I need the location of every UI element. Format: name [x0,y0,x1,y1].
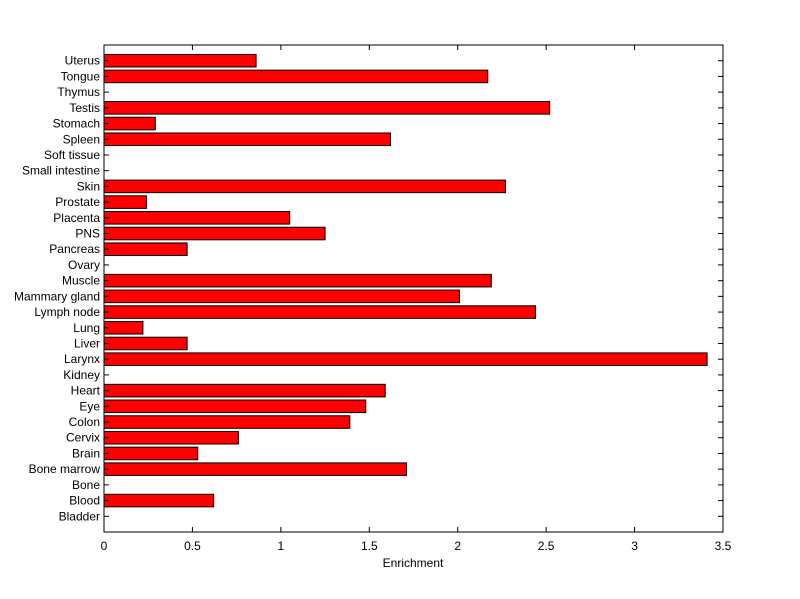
x-tick-label: 0.5 [184,539,201,553]
bar-pns [103,226,326,241]
y-tick-label: Blood [69,494,100,508]
bar-cervix [103,430,239,445]
y-tick-label: Tongue [61,69,101,83]
plot-area-frame [103,44,724,533]
y-tick-label: Colon [69,415,100,429]
y-tick-label: Heart [71,384,101,398]
y-tick-label: Muscle [62,274,100,288]
x-tick-label: 1 [278,539,285,553]
bar-uterus [103,53,257,68]
x-tick-label: 1.5 [361,539,378,553]
bar-colon [103,415,351,429]
bar-heart [103,383,386,398]
x-tick-label: 0 [101,539,108,553]
y-tick-label: Kidney [63,368,100,382]
y-tick-label: Larynx [64,352,100,366]
y-tick-label: Mammary gland [14,289,100,303]
y-tick-label: Skin [77,179,100,193]
y-tick-label: Lymph node [34,305,100,319]
y-tick-label: Bone [72,478,100,492]
y-tick-label: Ovary [68,258,100,272]
bar-placenta [103,211,291,225]
y-tick-label: Prostate [55,195,100,209]
bar-muscle [103,273,492,288]
bar-lymph-node [103,305,537,319]
bar-eye [103,399,367,414]
y-tick-label: Uterus [65,54,100,68]
y-tick-label: Stomach [53,117,100,131]
bar-spleen [103,132,392,147]
y-tick-label: Bladder [59,509,100,523]
bar-prostate [103,195,147,209]
bar-skin [103,179,506,194]
bar-tongue [103,69,489,84]
x-tick-label: 2.5 [538,539,555,553]
y-tick-label: Bone marrow [29,462,101,476]
bar-liver [103,336,188,351]
y-tick-label: Brain [72,446,100,460]
bar-testis [103,101,551,115]
y-tick-label: Thymus [57,85,100,99]
y-tick-label: Placenta [53,211,100,225]
y-tick-label: Cervix [66,431,100,445]
bar-lung [103,320,144,335]
bar-blood [103,493,215,508]
bar-bone-marrow [103,462,407,476]
y-tick-label: Liver [74,336,100,350]
y-tick-label: Soft tissue [44,148,100,162]
bar-pancreas [103,242,188,257]
x-axis-title: Enrichment [383,556,444,570]
y-tick-label: PNS [75,227,100,241]
y-tick-label: Pancreas [49,242,100,256]
bar-brain [103,446,199,461]
y-tick-label: Lung [73,321,100,335]
x-tick-label: 3.5 [715,539,732,553]
bar-stomach [103,116,156,131]
bars-layer [103,53,708,508]
bar-larynx [103,352,708,366]
y-tick-label: Eye [79,399,100,413]
x-tick-label: 2 [454,539,461,553]
y-tick-label: Small intestine [22,164,100,178]
bar-mammary-gland [103,289,460,304]
x-tick-label: 3 [631,539,638,553]
y-tick-label: Testis [69,101,100,115]
y-tick-label: Spleen [63,132,100,146]
